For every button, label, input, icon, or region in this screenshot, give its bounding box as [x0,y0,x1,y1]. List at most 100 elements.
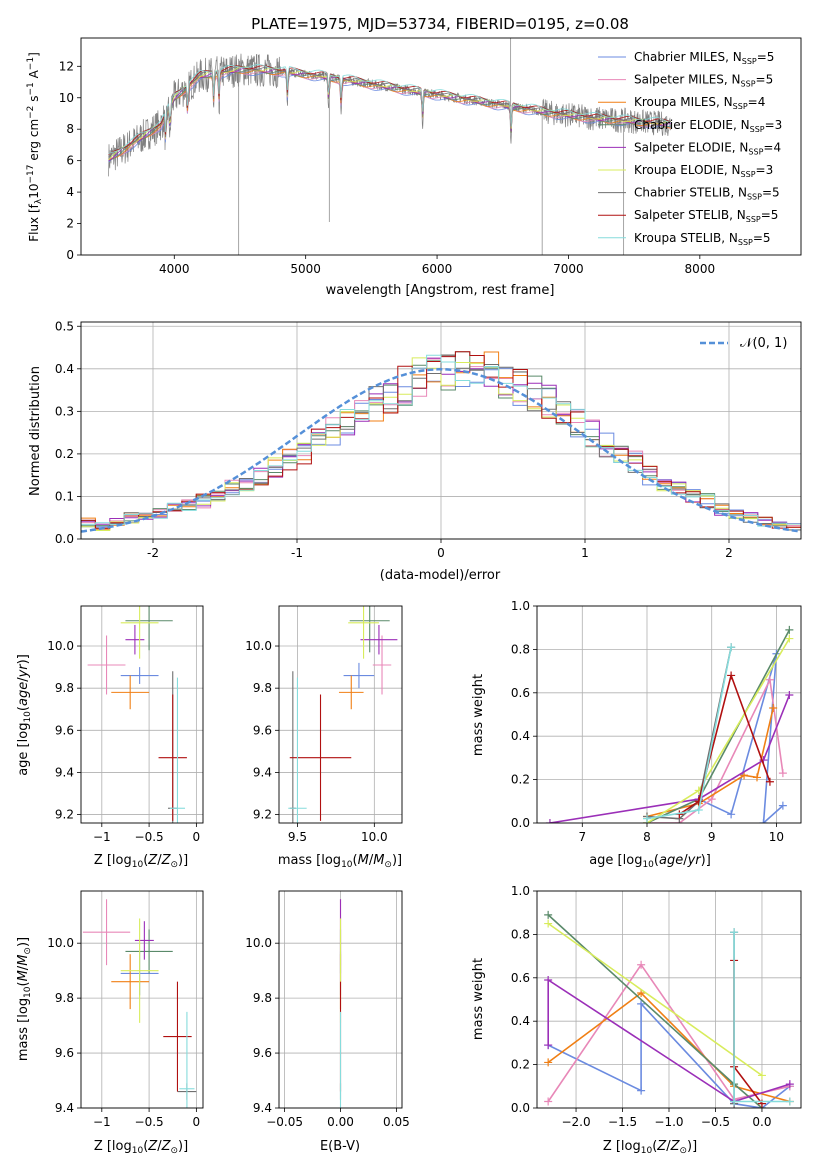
series-point [694,797,703,806]
series-point [769,703,778,712]
residuals-xtick-label: 2 [725,546,733,560]
residuals-xlabel: (data-model)/error [380,568,501,583]
errorbar-kroupa-elodie [348,606,379,659]
errorbar-salpeter-miles [372,635,392,695]
errorbar-kroupa-miles [111,675,150,710]
z-age-xlabel: Z [log10(Z/Z⊙)] [94,853,188,870]
series-point [785,1097,794,1106]
age-weight-ytick-label: 0.4 [511,729,530,743]
mass-age-ytick-label: 9.8 [253,681,272,695]
errorbar-chabrier-elodie [125,929,173,974]
spectrum-frame [80,37,802,256]
age-weight-ytick-label: 0.8 [511,642,530,656]
residuals-xtick-label: 0 [437,546,445,560]
series-point [757,1071,766,1080]
series-line [549,694,791,823]
z-mass-errorbars [82,899,197,1108]
residuals-frame [80,321,802,540]
spectrum-xlabel: wavelength [Angstrom, rest frame] [326,283,555,298]
z-weight-xtick-label: 0.0 [752,1115,771,1129]
age-weight-ytick-label: 1.0 [511,599,530,613]
z-age-xtick-label: −0.5 [135,830,164,844]
z-weight-xtick-label: −0.5 [701,1115,730,1129]
z-age-xtick-label: −1 [93,830,111,844]
spectrum-ytick-label: 2 [66,217,74,231]
series-point [544,1058,553,1067]
ebv-mass-xtick-label: −0.05 [266,1115,303,1129]
spectrum-xtick-label: 6000 [422,262,453,276]
age-weight-lines [545,625,794,823]
z-age-panel: −1 −0.5 09.29.49.69.810.0 Z [log10(Z/Z⊙)] … [16,605,204,870]
series-line [678,672,771,815]
series-point [544,1097,553,1106]
errorbar-kroupa-miles [111,954,150,1010]
residuals-axes: -2 -1 0 1 2 0.0 0.1 0.2 0.3 0.4 0.5 [55,319,802,560]
series-point [778,769,787,778]
z-age-ytick-label: 9.6 [55,723,74,737]
mass-age-ytick-label: 9.6 [253,723,272,737]
series-line [547,991,791,1103]
z-mass-axes: −1 −0.5 0 9.4 9.6 9.8 10.0 [47,890,204,1129]
errorbar-chabrier-miles [343,662,375,689]
errorbar-salpeter-miles [82,899,131,966]
spectrum-title: PLATE=1975, MJD=53734, FIBERID=0195, z=0… [251,15,629,33]
series-kroupa-elodie [544,919,766,1080]
age-weight-ytick-label: 0.0 [511,816,530,830]
ebv-mass-frame [278,890,403,1109]
series-line [547,1001,791,1108]
series-point [707,795,716,804]
z-weight-ytick-label: 0.2 [511,1058,530,1072]
series-point [727,643,736,652]
spectrum-xtick-label: 5000 [290,262,321,276]
errorbar-salpeter-stelib [289,694,352,821]
z-age-ytick-label: 9.4 [55,765,74,779]
z-weight-ytick-label: 0.6 [511,971,530,985]
errorbar-salpeter-elodie [125,624,145,655]
errorbar-kroupa-miles [338,675,364,710]
z-mass-ylabel: mass [log10(M/M⊙)] [16,937,33,1061]
spectrum-ytick-label: 12 [59,59,74,73]
residuals-ylabel: Normed distribution [28,366,43,496]
series-point [643,814,651,823]
z-age-ytick-label: 9.2 [55,808,74,822]
residuals-legend: 𝒩(0, 1) [700,336,787,351]
age-weight-xtick-label: 8 [643,830,651,844]
errorbar-kroupa-stelib [169,677,186,823]
series-point [727,810,736,819]
z-age-ytick-label: 10.0 [47,639,74,653]
series-point [765,777,774,786]
legend-salpeter-miles-label: Salpeter MILES, NSSP=5 [634,73,773,89]
errorbar-salpeter-miles [87,635,126,695]
series-point [785,690,794,699]
mass-age-xtick-label: 10.0 [361,830,388,844]
model-kroupa-stelib-line [108,64,671,155]
spectrum-xtick-label: 8000 [685,262,716,276]
z-weight-xtick-label: −1.5 [608,1115,637,1129]
z-age-axes: −1 −0.5 0 9.2 9.4 9.6 9.8 10.0 [47,605,204,844]
spectrum-series [108,38,672,255]
errorbar-kroupa-elodie [120,918,159,1023]
spectrum-ylabel: Flux [fλ10−17 erg cm−2 s−1 A−1] [26,52,44,242]
spectrum-axes: 4000 5000 6000 7000 8000 0 2 4 6 8 10 12 [59,37,802,276]
ebv-mass-xlabel: E(B-V) [320,1139,360,1154]
z-weight-ytick-label: 0.4 [511,1014,530,1028]
series-kroupa-stelib [643,643,736,823]
z-age-ytick-label: 9.8 [55,681,74,695]
z-age-errorbars [87,606,187,823]
spectrum-ytick-label: 10 [59,91,74,105]
spectrum-legend: Chabrier MILES, NSSP=5 Salpeter MILES, NS… [598,50,782,247]
z-mass-ytick-label: 9.4 [55,1101,74,1115]
z-mass-xtick-label: 0 [193,1115,201,1129]
z-weight-panel: −2.0 −1.5 −1.0 −0.5 0.0 0.0 0.2 0.4 0.6 0.8 1.0 Z … [471,884,802,1156]
series-point [637,999,646,1008]
residuals-histograms [81,351,801,533]
ebv-mass-xtick-label: 0.00 [327,1115,354,1129]
mass-age-xlabel: mass [log10(M/M⊙)] [278,853,402,870]
age-weight-xtick-label: 10 [769,830,784,844]
series-point [727,671,736,680]
z-weight-ylabel: mass weight [471,958,486,1040]
z-mass-ytick-label: 10.0 [47,936,74,950]
hist-kroupa-stelib [81,354,801,527]
spectrum-ytick-label: 8 [66,122,74,136]
